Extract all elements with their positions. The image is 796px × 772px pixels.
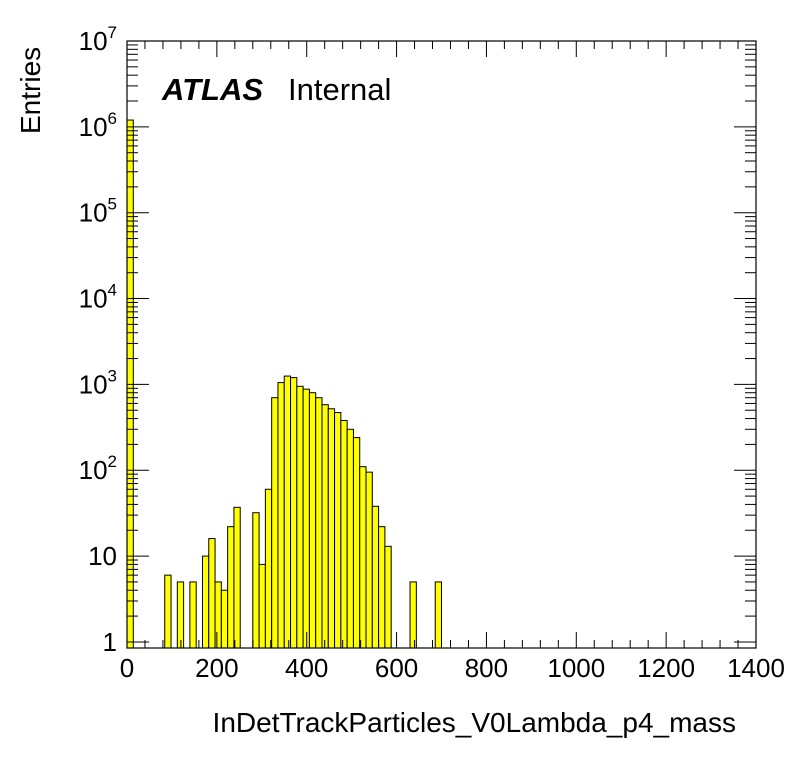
histogram-bar-6 [214,581,222,649]
histogram-bar-2 [176,581,185,649]
plot-frame [126,40,757,649]
x-tick-label: 800 [465,653,508,683]
histogram-bar-11 [258,563,266,649]
histogram-bar-31 [384,545,392,649]
histogram-bar-10 [252,512,260,649]
histogram-bar-23 [334,412,342,649]
histogram-bar-3 [189,581,197,649]
internal-label: Internal [288,72,391,107]
histogram-bar-14 [277,382,285,649]
histogram-bar-16 [290,377,298,649]
histogram-bar-22 [327,408,336,649]
histogram-bar-18 [302,388,310,649]
histogram-bar-21 [321,404,329,649]
axis-ticks [126,40,757,648]
histogram-bar-7 [220,589,229,649]
histogram-bar-12 [264,488,273,649]
x-tick-label: 0 [120,653,134,683]
x-tick-label: 1400 [727,653,785,683]
y-tick-labels: 1 10 102 103 104 105 106 107 [79,23,117,657]
x-tick-labels: 0 200 400 600 800 1000 1200 1400 [120,653,785,683]
histogram-bar-5 [208,538,216,649]
histogram-bar-9 [233,506,241,649]
y-tick-label: 106 [79,109,117,142]
histogram-bar-19 [308,392,317,649]
histogram-bar-32 [409,581,417,649]
histogram-bar-13 [271,397,279,649]
y-tick-label: 103 [79,366,117,399]
y-tick-label: 107 [79,23,117,56]
histogram-bar-29 [371,505,380,649]
x-tick-label: 1000 [547,653,605,683]
x-tick-label: 1200 [637,653,695,683]
x-tick-label: 200 [195,653,238,683]
histogram-bar-4 [201,555,210,649]
x-axis-title: InDetTrackParticles_V0Lambda_p4_mass [213,707,736,738]
histogram-bar-8 [227,526,235,649]
histogram-bars [126,119,442,649]
atlas-label: ATLAS [161,72,263,107]
histogram-bar-33 [434,581,442,649]
histogram-bar-17 [296,385,304,649]
y-tick-label: 1 [103,627,117,657]
histogram-bar-15 [283,375,292,649]
y-tick-label: 104 [79,281,117,314]
histogram-bar-26 [352,437,361,649]
histogram-bar-1 [164,574,172,649]
histogram-bar-30 [378,526,386,649]
histogram-bar-28 [365,471,373,649]
y-tick-label: 10 [88,541,117,571]
histogram-bar-20 [315,397,323,649]
x-tick-label: 400 [285,653,328,683]
y-tick-label: 102 [79,452,117,485]
histogram-bar-25 [346,428,354,649]
x-tick-label: 600 [375,653,418,683]
y-axis-title: Entries [15,47,46,134]
y-tick-label: 105 [79,195,117,228]
histogram-bar-27 [359,466,367,649]
histogram-bar-24 [340,419,348,649]
